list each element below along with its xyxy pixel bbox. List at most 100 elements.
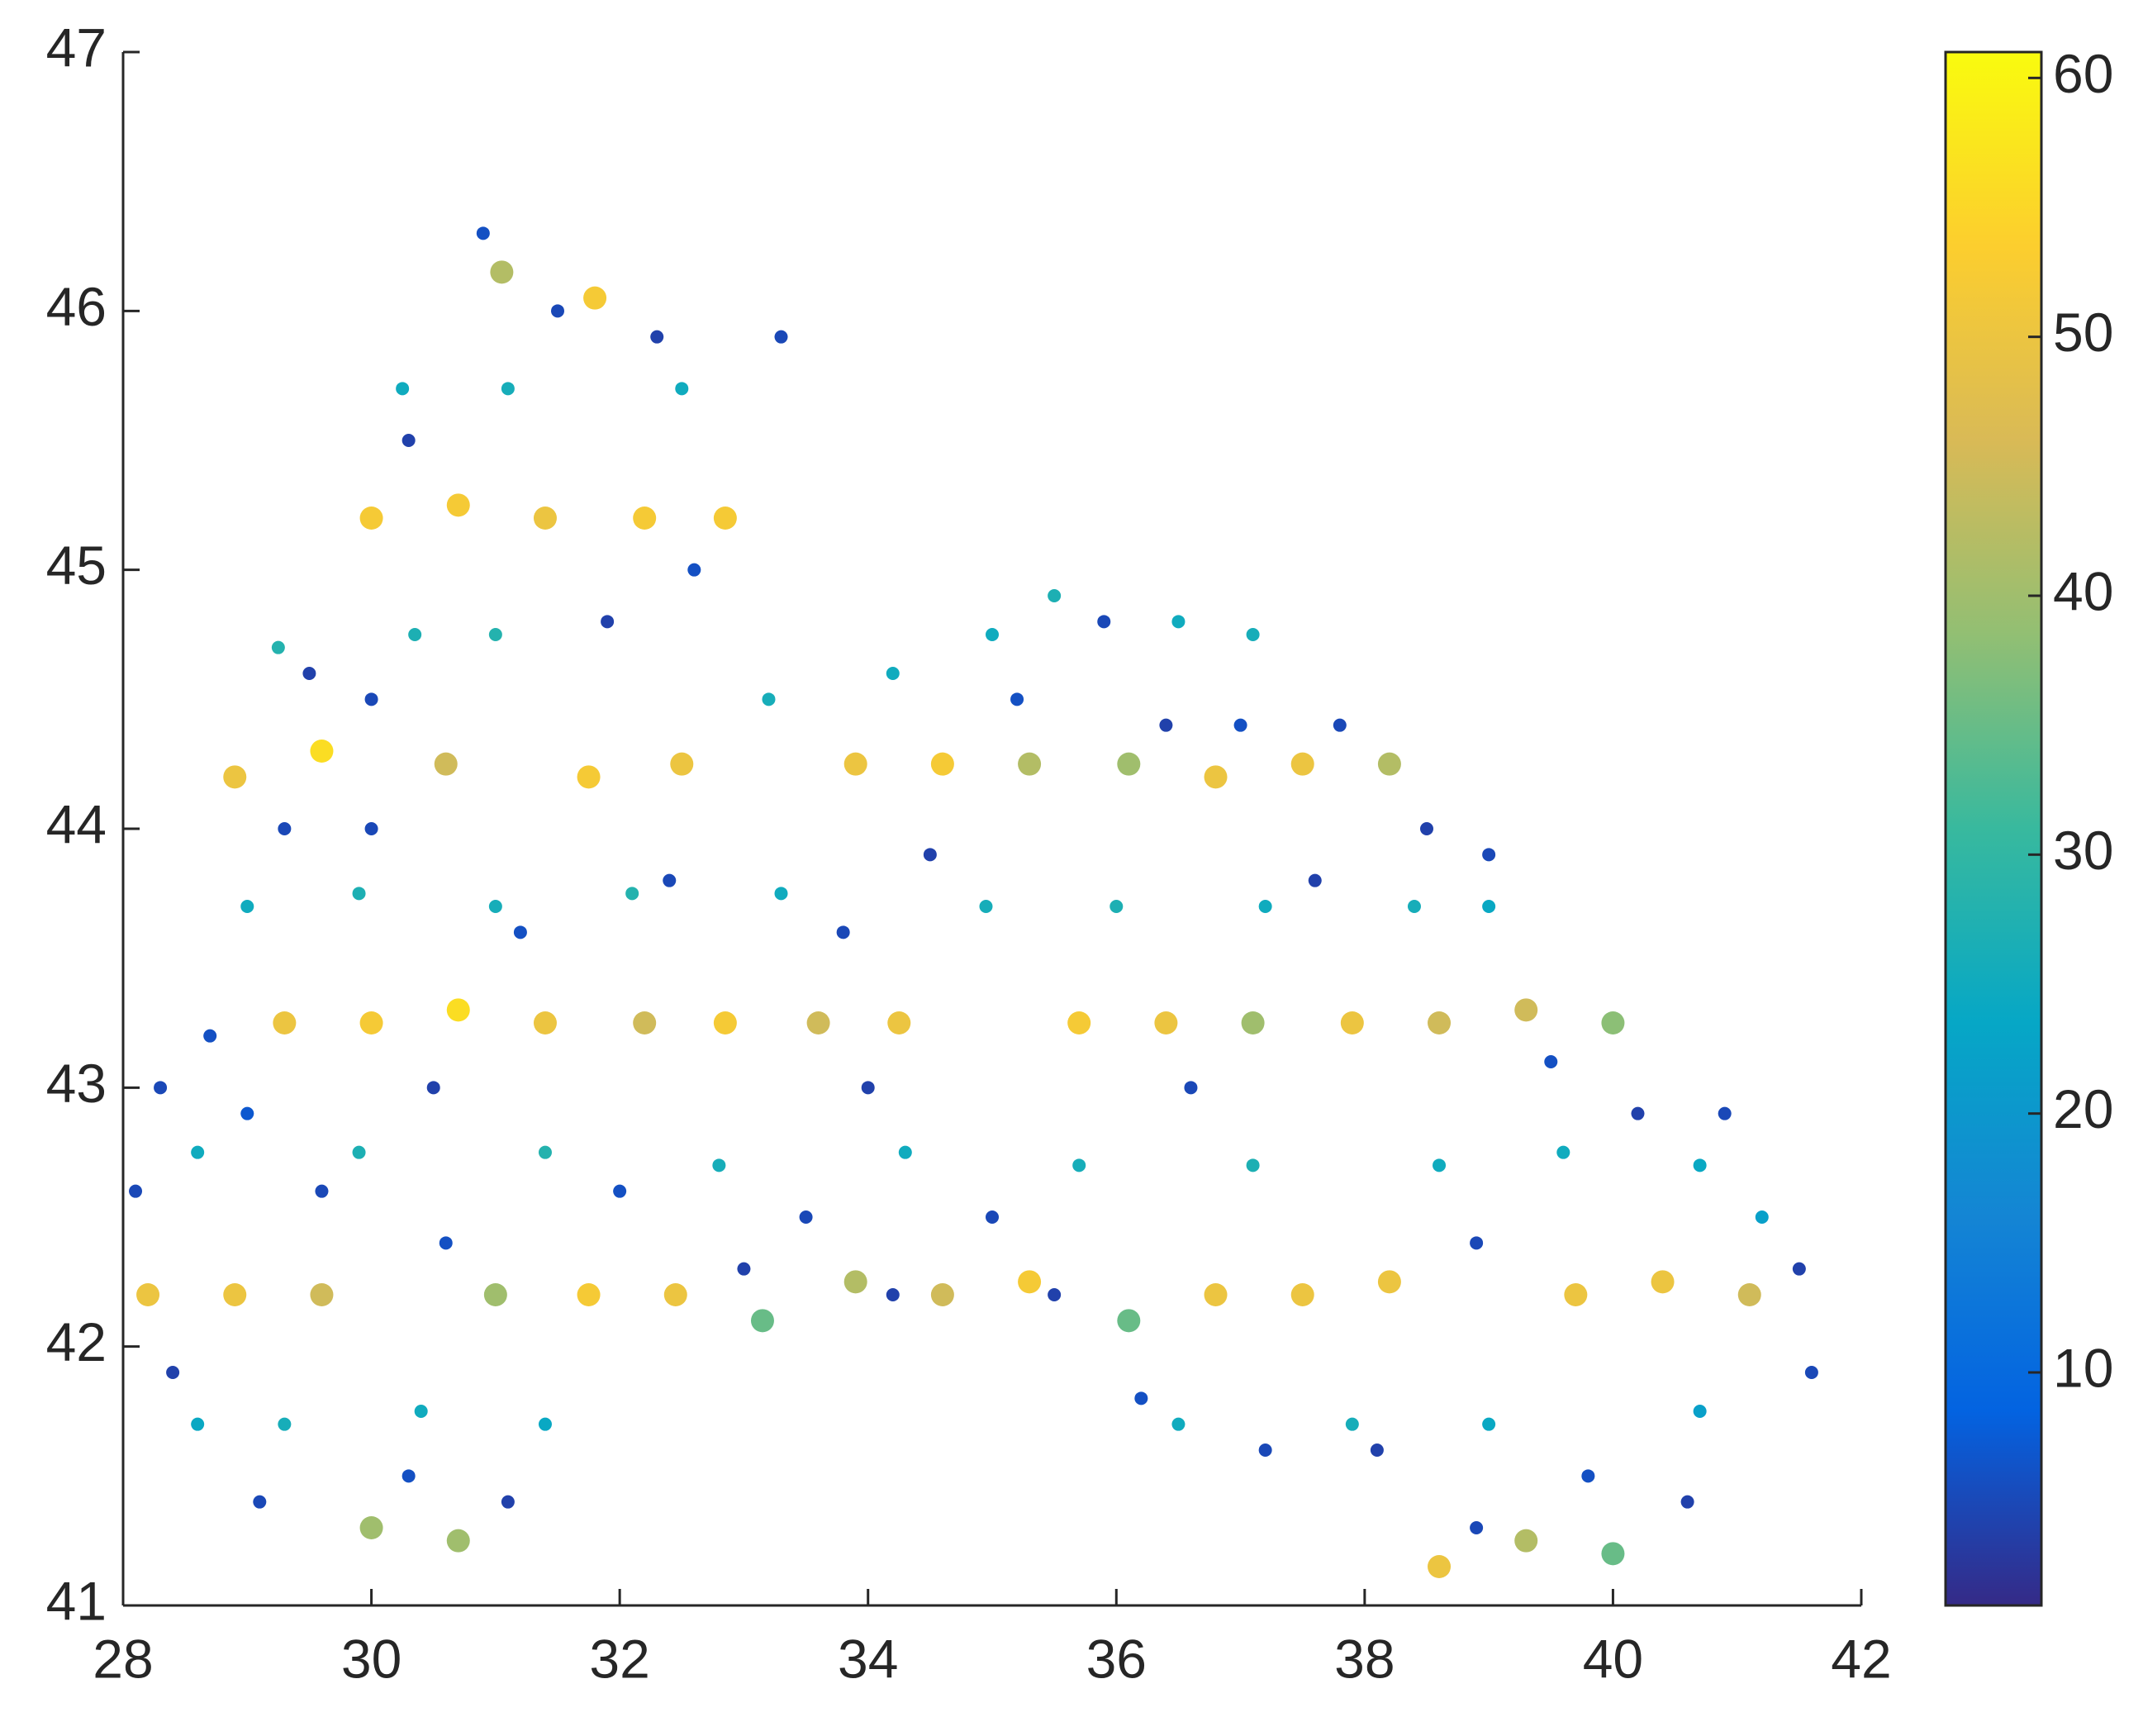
scatter-point [1241,1011,1265,1034]
scatter-point [1246,1158,1260,1172]
scatter-point [533,507,557,530]
scatter-point [762,692,776,706]
scatter-point [446,998,470,1022]
scatter-point [352,1145,366,1159]
scatter-point [408,628,422,641]
scatter-point [1110,900,1124,913]
scatter-point [513,925,527,939]
scatter-point [1154,1011,1178,1034]
scatter-point [414,1405,428,1418]
scatter-point [774,887,788,901]
scatter-point [843,1270,867,1294]
scatter-point [663,1283,687,1306]
scatter-point [979,900,993,913]
y-tick-label: 46 [46,276,107,337]
scatter-point [402,434,416,447]
scatter-point [1159,718,1173,732]
scatter-point [806,1011,830,1034]
scatter-point [1246,628,1260,641]
y-tick-label: 43 [46,1053,107,1114]
y-tick-label: 44 [46,793,107,854]
x-tick-label: 40 [1583,1628,1643,1689]
scatter-point [1482,900,1496,913]
scatter-point [1345,1417,1359,1431]
scatter-point [240,1106,254,1120]
scatter-point [364,692,378,706]
scatter-point [737,1262,751,1276]
y-tick-label: 42 [46,1311,107,1372]
scatter-point [1556,1145,1570,1159]
scatter-point [1581,1469,1595,1483]
scatter-point [1204,765,1228,789]
scatter-point [1117,752,1141,776]
scatter-point [1171,615,1186,629]
scatter-point [1377,752,1401,776]
scatter-point [713,507,737,530]
x-tick-label: 42 [1831,1628,1891,1689]
x-tick-label: 28 [93,1628,153,1689]
scatter-point [1693,1158,1707,1172]
scatter-point [191,1417,205,1431]
scatter-point [1377,1270,1401,1294]
scatter-point [1651,1270,1675,1294]
scatter-point [402,1469,416,1483]
scatter-point [601,615,615,629]
scatter-point [364,822,378,835]
scatter-point [1482,1417,1496,1431]
scatter-point [675,382,689,396]
scatter-point [1804,1366,1818,1379]
scatter-point [923,848,937,862]
scatter-point [191,1145,205,1159]
scatter-point [1718,1106,1732,1120]
scatter-point [240,900,254,913]
scatter-point [1340,1011,1364,1034]
x-tick-label: 38 [1334,1628,1395,1689]
scatter-point [1544,1055,1558,1068]
scatter-point [1258,900,1272,913]
colorbar-tick-label: 20 [2053,1078,2113,1139]
scatter-point [1290,1283,1314,1306]
scatter-point [446,493,470,517]
scatter-point [1564,1283,1588,1306]
scatter-point [1018,1270,1042,1294]
scatter-point [713,1011,737,1034]
y-tick-label: 47 [46,17,107,78]
scatter-point [203,1029,217,1043]
scatter-point [663,873,677,887]
scatter-point [633,507,657,530]
scatter-point [1308,873,1322,887]
scatter-point [583,286,607,310]
scatter-point [538,1417,552,1431]
scatter-point [1514,998,1538,1022]
scatter-point [1420,822,1433,835]
scatter-point [986,628,999,641]
scatter-point [359,507,383,530]
colorbar [1944,50,2043,1607]
colorbar-tick-label: 50 [2053,302,2113,363]
scatter-point [1737,1283,1761,1306]
scatter-point [1233,718,1247,732]
scatter-point [577,765,601,789]
scatter-point [1018,752,1042,776]
scatter-point [1433,1158,1447,1172]
scatter-point [650,330,664,344]
scatter-point [278,1417,292,1431]
scatter-point [490,260,514,284]
scatter-point [253,1495,267,1509]
scatter-point [625,887,639,901]
scatter-point [1470,1521,1484,1534]
x-tick-label: 30 [341,1628,402,1689]
scatter-point [836,925,850,939]
scatter-point [359,1011,383,1034]
colorbar-tick-label: 40 [2053,560,2113,621]
x-tick-label: 36 [1086,1628,1147,1689]
scatter-point [1792,1262,1806,1276]
scatter-point [1693,1405,1707,1418]
scatter-point [1204,1283,1228,1306]
scatter-point [396,382,410,396]
scatter-point [166,1366,180,1379]
scatter-point [799,1210,813,1224]
scatter-point [278,822,292,835]
scatter-point [446,1529,470,1553]
